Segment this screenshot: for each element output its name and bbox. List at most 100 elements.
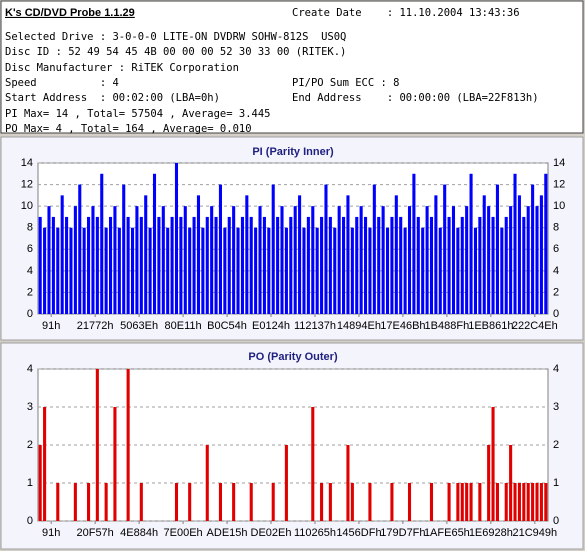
bar (500, 227, 504, 314)
y-tick-label: 14 (21, 157, 33, 169)
x-tick-label: 21C949h (512, 527, 557, 539)
y2-tick-label: 0 (553, 515, 559, 527)
bar (188, 227, 192, 314)
bar (399, 216, 403, 314)
bar (328, 483, 332, 521)
y-tick-label: 6 (27, 243, 33, 255)
bar (416, 216, 420, 314)
bar (249, 483, 253, 521)
bar (535, 206, 539, 314)
bar (126, 369, 130, 521)
bar (192, 216, 196, 314)
bar (56, 483, 60, 521)
bar (522, 483, 526, 521)
bar (539, 195, 543, 314)
bar (130, 227, 135, 314)
bar (91, 206, 95, 314)
bar (407, 483, 412, 521)
y-tick-label: 3 (27, 401, 33, 413)
bar (170, 216, 174, 314)
x-tick-label: 7E00Eh (164, 527, 203, 539)
bar (196, 195, 201, 314)
bar (487, 206, 491, 314)
chart-title: PI (Parity Inner) (252, 146, 334, 158)
bar (271, 483, 275, 521)
bar (47, 206, 51, 314)
header-field: Disc Manufacturer : RiTEK Corporation (5, 62, 239, 74)
x-tick-label: 1EB861h (468, 320, 513, 332)
x-tick-label: ADE15h (207, 527, 248, 539)
x-tick-label: 1456DFh (336, 527, 381, 539)
bar (513, 173, 517, 314)
bar (218, 184, 222, 314)
x-tick-label: 14894Eh (337, 320, 381, 332)
bar (218, 483, 222, 521)
bar (333, 227, 337, 314)
bar (350, 483, 354, 521)
bar (372, 184, 376, 314)
bar (161, 206, 165, 314)
bar (95, 369, 99, 521)
bar (359, 206, 363, 314)
x-tick-label: 1E6928h (469, 527, 513, 539)
bar (342, 216, 346, 314)
x-tick-label: 110265h (294, 527, 336, 539)
bar (381, 206, 385, 314)
bar (179, 216, 183, 314)
bar (337, 206, 341, 314)
chart-title: PO (Parity Outer) (248, 351, 338, 363)
bar (465, 206, 469, 314)
header-field: PI Max= 14 , Total= 57504 , Average= 3.4… (5, 108, 271, 120)
app-title: K's CD/DVD Probe 1.1.29 (5, 7, 135, 19)
bar (166, 227, 170, 314)
bar (447, 216, 451, 314)
bar (425, 206, 429, 314)
bar (148, 227, 152, 314)
bar (451, 206, 456, 314)
y-tick-label: 0 (27, 308, 33, 320)
bar (227, 216, 231, 314)
bar (539, 483, 543, 521)
y2-tick-label: 8 (553, 222, 559, 234)
bar (188, 483, 192, 521)
bar (82, 227, 86, 314)
bar (544, 173, 548, 314)
bar (232, 206, 236, 314)
bar (267, 227, 271, 314)
bar (139, 216, 143, 314)
bar (390, 216, 394, 314)
bar (517, 195, 521, 314)
bar (429, 216, 434, 314)
header-field: Selected Drive : 3-0-0-0 LITE-ON DVDRW S… (5, 31, 346, 43)
bar (531, 483, 535, 521)
x-tick-label: 17E46Bh (380, 320, 425, 332)
bar (469, 173, 473, 314)
bar (311, 407, 315, 521)
bar (403, 227, 407, 314)
y2-tick-label: 1 (553, 477, 559, 489)
y2-tick-label: 0 (553, 308, 559, 320)
x-tick-label: E0124h (252, 320, 290, 332)
bar (491, 407, 495, 521)
bar (429, 483, 434, 521)
x-tick-label: 21772h (77, 320, 114, 332)
bar (517, 483, 521, 521)
bar (535, 483, 539, 521)
bar (152, 173, 157, 314)
y-tick-label: 0 (27, 515, 33, 527)
bar (262, 216, 266, 314)
y2-tick-label: 2 (553, 439, 559, 451)
bar (443, 184, 447, 314)
bar (174, 163, 179, 314)
y2-tick-label: 4 (553, 363, 559, 375)
bar (205, 216, 209, 314)
bar (232, 483, 236, 521)
bar (139, 483, 143, 521)
bar (104, 483, 108, 521)
x-tick-label: 91h (42, 320, 60, 332)
bar (456, 483, 460, 521)
header-field: Speed : 4 (5, 77, 119, 89)
bar (487, 445, 491, 521)
x-tick-label: 179D7Fh (380, 527, 425, 539)
y2-tick-label: 10 (553, 200, 565, 212)
